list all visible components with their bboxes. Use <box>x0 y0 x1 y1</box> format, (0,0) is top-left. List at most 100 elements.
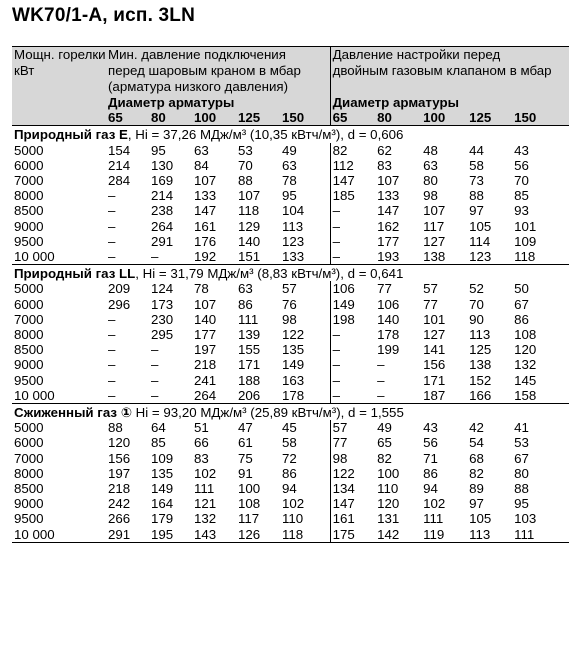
setting-pressure-value: 95 <box>514 496 529 512</box>
setting-pressure-value: 57 <box>329 420 376 436</box>
power-value: 9000 <box>14 357 44 373</box>
power-value: 9500 <box>14 372 44 388</box>
connection-pressure-value: 120 <box>108 435 131 451</box>
setting-pressure-value: 119 <box>421 526 468 543</box>
connection-pressure-value: 84 <box>194 157 209 173</box>
connection-pressure-value: 155 <box>238 342 261 358</box>
connection-pressure-value: 78 <box>194 281 209 297</box>
connection-pressure-value: – <box>151 342 159 358</box>
connection-pressure-value: 85 <box>151 435 166 451</box>
setting-pressure-value: 82 <box>377 450 392 466</box>
connection-pressure-value: 107 <box>238 188 261 204</box>
setting-pressure-value: 142 <box>375 526 422 543</box>
setting-pressure-value: – <box>329 342 376 358</box>
setting-pressure-value: 105 <box>469 511 492 527</box>
setting-pressure-value: 147 <box>377 203 400 219</box>
setting-pressure-value: 127 <box>423 233 446 249</box>
setting-pressure-value: 97 <box>469 496 484 512</box>
setting-pressure-value: 80 <box>514 465 529 481</box>
power-value: 10 000 <box>12 526 106 543</box>
setting-pressure-value: 141 <box>423 342 446 358</box>
connection-pressure-value: 149 <box>282 357 305 373</box>
connection-pressure-value: 88 <box>108 420 123 436</box>
diameter-value: 150 <box>512 110 570 126</box>
connection-pressure-value: 206 <box>238 387 261 403</box>
connection-pressure-value: 218 <box>194 357 217 373</box>
setting-pressure-value: – <box>329 327 376 343</box>
section-header-row: Природный газ E, Hi = 37,26 МДж/м³ (10,3… <box>12 125 570 143</box>
table-row: 5000 154 95 63 53 49 82 62 48 44 43 <box>12 142 569 158</box>
setting-pressure-value: – <box>329 218 376 234</box>
setting-pressure-value: – <box>329 357 376 373</box>
setting-pressure-value: 114 <box>469 233 491 249</box>
setting-pressure-value: 149 <box>329 296 376 312</box>
connection-pressure-value: 132 <box>194 511 217 527</box>
setting-pressure-value: 97 <box>469 203 484 219</box>
setting-pressure-value: 90 <box>469 311 484 327</box>
setting-pressure-value: 44 <box>469 142 484 158</box>
setting-pressure-value: 88 <box>514 481 529 497</box>
connection-pressure-value: 264 <box>194 387 217 403</box>
connection-pressure-value: 133 <box>194 188 217 204</box>
setting-pressure-value: 127 <box>423 327 446 343</box>
setting-pressure-value: 106 <box>329 281 376 297</box>
connection-pressure-value: 188 <box>238 372 261 388</box>
setting-pressure-value: 107 <box>377 173 400 189</box>
setting-pressure-value: 120 <box>377 496 400 512</box>
connection-pressure-value: 214 <box>108 157 131 173</box>
connection-pressure-value: 284 <box>108 173 131 189</box>
setting-pressure-value: 161 <box>329 511 376 527</box>
power-value: 6000 <box>14 296 44 312</box>
connection-pressure-value: 241 <box>194 372 217 388</box>
power-value: 5000 <box>14 281 44 297</box>
power-value: 9500 <box>14 511 44 527</box>
section-parameters: , Hi = 31,79 МДж/м³ (8,83 кВтч/м³), d = … <box>135 266 404 282</box>
setting-pressure-value: 118 <box>514 249 536 265</box>
power-column-header: Мощн. горелки кВт <box>12 46 106 95</box>
setting-pressure-value: – <box>329 387 376 404</box>
table-row: 8500– –197 155 135–199 141 125 120 <box>12 342 569 358</box>
power-value: 8500 <box>14 481 44 497</box>
connection-pressure-value: 61 <box>238 435 253 451</box>
connection-pressure-value: 133 <box>282 249 305 265</box>
power-value: 10 000 <box>14 249 55 265</box>
setting-pressure-value: 82 <box>329 142 376 158</box>
setting-pressure-value: 83 <box>377 157 392 173</box>
connection-pressure-value: – <box>108 387 116 403</box>
setting-pressure-value: 41 <box>514 420 529 436</box>
table-row: 6000 296 173 107 86 76 149 106 77 70 67 <box>12 296 569 312</box>
setting-pressure-value: 77 <box>377 281 392 297</box>
connection-pressure-value: 88 <box>238 173 253 189</box>
power-value: 6000 <box>14 435 44 451</box>
setting-pressure-value: 43 <box>514 142 529 158</box>
section-parameters: , Hi = 37,26 МДж/м³ (10,35 кВтч/м³), d =… <box>127 127 404 143</box>
connection-pressure-value: 107 <box>194 173 217 189</box>
setting-pressure-value: 134 <box>329 481 376 497</box>
setting-pressure-value: 42 <box>469 420 484 436</box>
connection-pressure-value: 173 <box>151 296 174 312</box>
setting-pressure-value: 54 <box>469 435 484 451</box>
setting-pressure-value: 158 <box>514 387 537 403</box>
setting-pressure-value: 80 <box>423 173 438 189</box>
connection-pressure-value: 140 <box>238 233 261 249</box>
diameter-value: 125 <box>236 110 280 126</box>
setting-pressure-value: 77 <box>423 296 438 312</box>
section-parameters: Hi = 93,20 МДж/м³ (25,89 кВтч/м³), d = 1… <box>131 405 404 421</box>
connection-pressure-value: 230 <box>151 311 174 327</box>
setting-pressure-value: 48 <box>423 142 438 158</box>
connection-pressure-value: 63 <box>194 142 209 158</box>
setting-pressure-value: 88 <box>469 188 484 204</box>
setting-pressure-value: 131 <box>377 511 400 527</box>
setting-pressure-value: 50 <box>514 281 529 297</box>
power-value: 7000 <box>14 173 44 189</box>
connection-pressure-value: 75 <box>238 450 253 466</box>
setting-pressure-value: 133 <box>377 188 400 204</box>
setting-pressure-value: – <box>377 372 385 388</box>
setting-pressure-value: 113 <box>469 327 491 343</box>
setting-pressure-value: 86 <box>423 465 438 481</box>
diameter-row: 65 80 100 125 150 65 80 100 125 150 <box>12 110 570 126</box>
setting-pressure-value: 123 <box>469 249 492 265</box>
setting-pressure-value: 70 <box>514 173 529 189</box>
setting-pressure-value: 85 <box>514 188 529 204</box>
connection-pressure-value: 214 <box>151 188 174 204</box>
